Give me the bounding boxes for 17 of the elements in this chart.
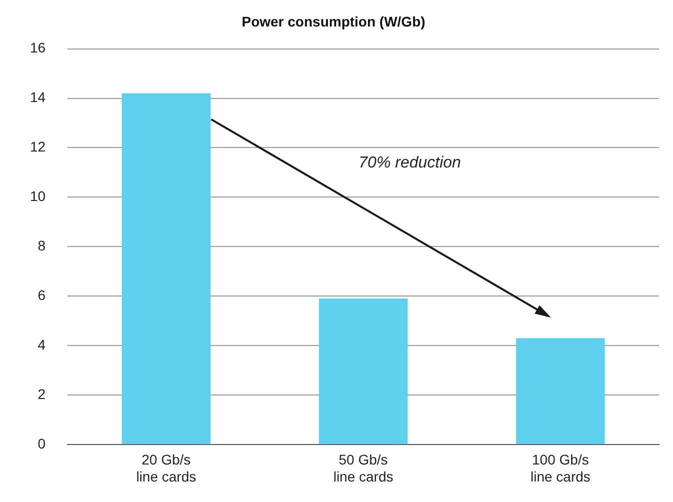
y-tick-label: 8 — [38, 237, 46, 254]
y-tick-label: 12 — [30, 138, 46, 155]
y-tick-label: 10 — [30, 188, 46, 204]
x-tick-label: 100 Gb/s line cards — [530, 452, 590, 484]
y-tick-label: 4 — [38, 336, 46, 352]
chart-title: Power consumption (W/Gb) — [242, 13, 426, 30]
annotation: 70% reduction — [358, 154, 462, 172]
x-tick-label: 50 Gb/s line cards — [333, 452, 394, 484]
y-tick-label: 16 — [30, 40, 46, 56]
y-tick-label: 0 — [38, 435, 46, 452]
bar — [318, 298, 408, 444]
y-tick-label: 14 — [30, 89, 46, 106]
x-tick-label: 20 Gb/s line cards — [136, 452, 196, 484]
bar — [516, 338, 605, 444]
y-tick-label: 2 — [38, 386, 46, 402]
y-tick-label: 6 — [38, 286, 46, 303]
bar — [122, 93, 210, 444]
